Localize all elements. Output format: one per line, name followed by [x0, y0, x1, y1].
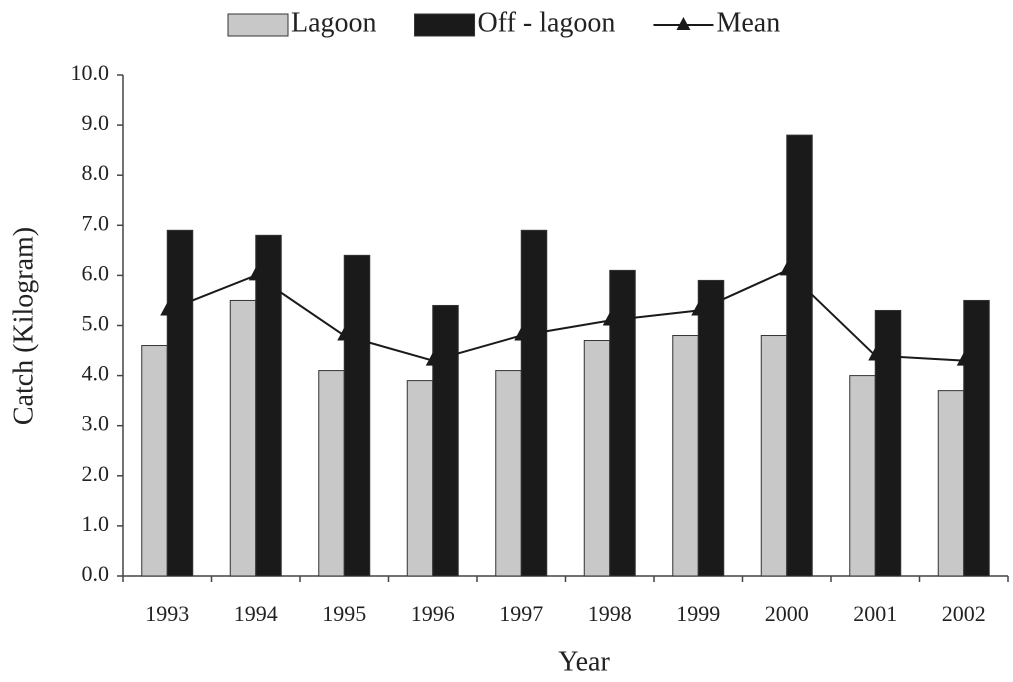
bar [406, 380, 434, 577]
mean-line [166, 269, 964, 362]
x-tick-label: 1994 [234, 601, 278, 626]
x-tick-label: 1996 [411, 601, 455, 626]
y-tick-label: 10.0 [71, 60, 110, 85]
bar [432, 304, 459, 577]
bar [963, 299, 990, 577]
y-tick-label: 9.0 [82, 110, 110, 135]
mean-marker [956, 352, 971, 366]
x-tick-label: 1998 [588, 601, 632, 626]
x-tick-label: 1999 [676, 601, 720, 626]
x-tick-label: 1993 [145, 601, 189, 626]
mean-marker [514, 327, 529, 341]
y-tick-label: 4.0 [82, 361, 110, 386]
mean-marker [868, 347, 883, 361]
legend-marker [676, 17, 691, 30]
mean-marker [602, 312, 617, 326]
bar [849, 375, 876, 577]
bar [166, 229, 194, 577]
bar [786, 134, 813, 577]
bar [937, 390, 965, 577]
y-tick-label: 0.0 [82, 561, 110, 586]
x-axis-label: Year [558, 646, 610, 677]
mean-marker [691, 302, 706, 316]
bar [255, 234, 282, 577]
legend-label: Off - lagoon [478, 7, 616, 38]
y-tick-label: 1.0 [82, 511, 110, 536]
bar [583, 340, 611, 577]
mean-marker [779, 262, 794, 276]
bar [697, 279, 725, 577]
bar [495, 370, 522, 577]
legend-label: Mean [716, 7, 780, 38]
mean-marker [425, 352, 440, 366]
bar [141, 345, 168, 577]
legend-swatch [227, 13, 289, 37]
y-tick-label: 8.0 [82, 160, 110, 185]
y-tick-label: 7.0 [82, 210, 110, 235]
y-tick-label: 2.0 [82, 461, 110, 486]
bar [672, 335, 699, 577]
x-tick-label: 2000 [765, 601, 809, 626]
mean-marker [160, 302, 175, 316]
bar [318, 370, 345, 577]
bar [343, 254, 371, 577]
x-tick-label: 1995 [322, 601, 366, 626]
bar [609, 269, 636, 577]
bar [760, 335, 788, 577]
y-tick-label: 3.0 [82, 411, 110, 436]
y-tick-label: 6.0 [82, 260, 110, 285]
x-tick-label: 2002 [942, 601, 986, 626]
x-tick-label: 1997 [499, 601, 543, 626]
x-tick-label: 2001 [853, 601, 897, 626]
bar [874, 309, 902, 577]
y-axis-label: Catch (Kilogram) [8, 227, 39, 425]
legend-swatch [414, 13, 476, 37]
mean-marker [337, 327, 352, 341]
legend-label: Lagoon [291, 7, 377, 38]
mean-marker [248, 267, 263, 281]
y-tick-label: 5.0 [82, 311, 110, 336]
bar [229, 299, 257, 577]
bar [520, 229, 548, 577]
